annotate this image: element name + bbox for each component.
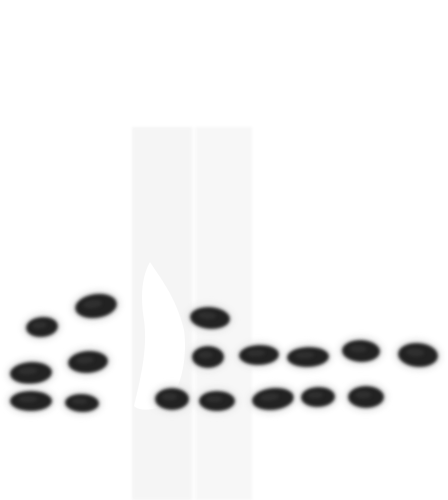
blob-sheen xyxy=(75,356,94,364)
blob-6 xyxy=(61,389,103,417)
blob-sheen xyxy=(406,348,425,357)
blob-10 xyxy=(283,342,333,372)
blob-sheen xyxy=(206,395,223,403)
blob-sheen xyxy=(307,391,324,399)
blob-5 xyxy=(6,387,56,415)
blob-17 xyxy=(344,382,388,412)
blob-sheen xyxy=(32,321,47,329)
blob-3 xyxy=(6,357,56,389)
blob-4 xyxy=(64,346,112,378)
blob-sheen xyxy=(198,311,217,320)
blob-2 xyxy=(71,289,121,323)
blob-15 xyxy=(248,383,298,415)
blob-13 xyxy=(151,384,193,414)
blob-11 xyxy=(338,335,384,367)
blob-sheen xyxy=(355,390,372,399)
blob-group xyxy=(6,289,442,417)
blob-sheen xyxy=(18,395,38,403)
blob-sheen xyxy=(161,392,178,401)
blob-9 xyxy=(235,340,283,370)
blob-12 xyxy=(394,338,442,372)
blob-sheen xyxy=(198,350,213,359)
blob-sheen xyxy=(18,367,38,375)
blob-sheen xyxy=(295,351,315,359)
blob-sheen xyxy=(71,397,88,405)
blob-sheen xyxy=(246,349,265,357)
blob-8 xyxy=(188,342,228,372)
blob-sheen xyxy=(260,393,280,402)
blob-7 xyxy=(186,302,234,334)
blob-16 xyxy=(297,382,339,412)
blob-sheen xyxy=(83,299,102,309)
white-smear xyxy=(134,262,186,410)
blob-1 xyxy=(22,312,62,342)
blob-sheen xyxy=(349,344,367,353)
blob-14 xyxy=(195,387,239,415)
